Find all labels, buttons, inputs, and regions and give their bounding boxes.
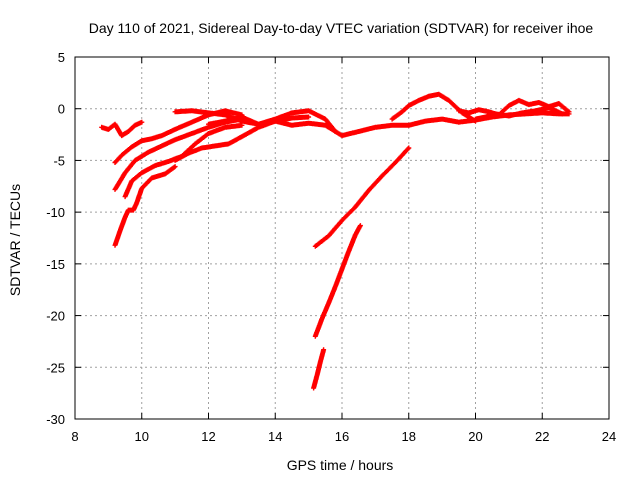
y-axis-label: SDTVAR / TECUs [7,184,23,296]
series-markers [99,119,145,139]
series-arc-1 [99,119,145,139]
series-markers [112,164,178,248]
x-tick-label: 14 [268,429,282,444]
series-markers [389,91,478,124]
x-tick-label: 22 [535,429,549,444]
y-tick-label: -20 [46,309,65,324]
y-tick-label: 5 [58,50,65,65]
x-tick-label: 10 [135,429,149,444]
y-tick-label: -5 [53,153,65,168]
series-arc-11 [311,347,327,391]
series-markers [206,108,338,134]
series-arc-10 [312,223,363,339]
x-tick-label: 24 [602,429,616,444]
x-tick-label: 20 [468,429,482,444]
x-tick-label: 18 [402,429,416,444]
series-markers [312,145,412,249]
y-tick-label: -15 [46,257,65,272]
x-axis-label: GPS time / hours [287,457,394,473]
data-layer [99,91,572,391]
series-arc-8 [206,108,338,134]
series-markers [312,223,363,339]
y-tick-label: -25 [46,360,65,375]
tick-layer: 8 10 12 14 16 18 20 22 24 5 0 -5 -10 -15 -20 -25 -30 [46,50,616,444]
series-arc-12 [389,91,478,124]
x-tick-label: 8 [71,429,78,444]
x-tick-label: 12 [201,429,215,444]
y-tick-label: 0 [58,102,65,117]
series-markers [473,105,565,122]
series-arc-15 [473,105,565,122]
series-markers [311,347,327,391]
x-tick-label: 16 [335,429,349,444]
y-tick-label: -30 [46,412,65,427]
series-arc-9 [312,145,412,249]
series-arc-5 [112,164,178,248]
chart-title: Day 110 of 2021, Sidereal Day-to-day VTE… [89,20,594,36]
y-tick-label: -10 [46,205,65,220]
